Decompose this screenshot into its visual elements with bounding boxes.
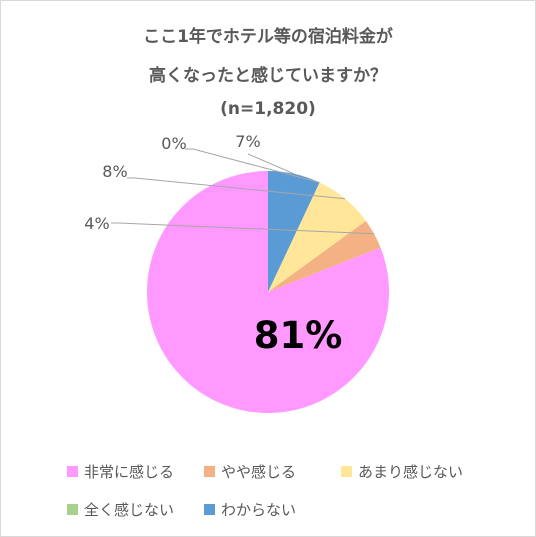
- legend-item-somewhat: やや感じる: [204, 461, 296, 482]
- leader-line: [247, 153, 295, 175]
- legend-item-not-at-all: 全く感じない: [67, 499, 174, 520]
- legend-label: 非常に感じる: [84, 463, 175, 481]
- leader-line: [185, 148, 320, 183]
- slice-label-not-at-all: 0%: [161, 134, 186, 153]
- legend-label: わからない: [221, 501, 297, 519]
- chart-title-line-2: 高くなったと感じていますか？: [149, 66, 387, 86]
- legend-label: やや感じる: [221, 463, 297, 481]
- pie-chart: 81% 4% 8% 0% 7%: [84, 132, 389, 413]
- slice-dont-know: [268, 171, 320, 292]
- slice-label-somewhat: 4%: [84, 214, 109, 233]
- legend-swatch: [67, 466, 78, 477]
- chart-subtitle: (n=1,820): [220, 99, 316, 119]
- leader-line: [111, 222, 375, 235]
- legend-label: 全く感じない: [84, 501, 175, 519]
- legend-item-dont-know: わからない: [204, 499, 296, 520]
- slice-label-dont-know: 7%: [235, 132, 260, 151]
- legend-swatch: [341, 466, 352, 477]
- legend-swatch: [204, 466, 215, 477]
- legend-label: あまり感じない: [358, 463, 464, 481]
- legend-swatch: [204, 504, 215, 515]
- legend-swatch: [67, 504, 78, 515]
- slice-label-not-much: 8%: [102, 162, 127, 181]
- legend-item-very-much: 非常に感じる: [67, 461, 174, 482]
- slice-not-much: [268, 182, 366, 292]
- legend-item-not-much: あまり感じない: [341, 461, 463, 482]
- slice-somewhat: [268, 220, 381, 292]
- slice-label-very-much: 81%: [254, 314, 343, 357]
- leader-line: [127, 177, 346, 200]
- chart-title-line-1: ここ1年でホテル等の宿泊料金が: [143, 27, 393, 47]
- chart-legend: 非常に感じる やや感じる あまり感じない全く感じない わからない: [1, 453, 535, 533]
